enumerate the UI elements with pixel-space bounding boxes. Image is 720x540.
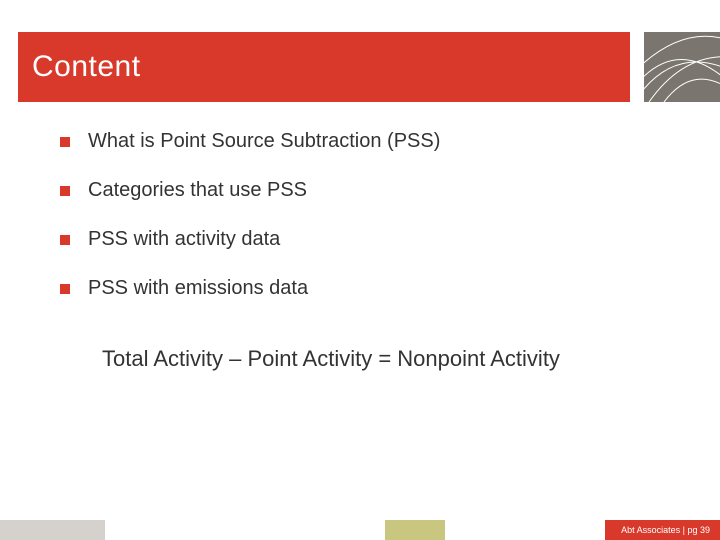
bullet-icon [60,137,70,147]
arc-decoration-icon [644,32,720,102]
footer-block-3 [385,520,445,540]
list-item: Categories that use PSS [60,179,660,202]
page-title: Content [32,50,141,84]
header-bar: Content [18,32,630,102]
list-item: What is Point Source Subtraction (PSS) [60,130,660,153]
bullet-icon [60,235,70,245]
footer-block-1 [0,520,105,540]
bullet-text: PSS with emissions data [88,277,308,300]
slide: Content What is Point Source Subtraction… [0,0,720,540]
bullet-icon [60,186,70,196]
list-item: PSS with activity data [60,228,660,251]
footer-block-5: Abt Associates | pg 39 [605,520,720,540]
content-area: What is Point Source Subtraction (PSS) C… [60,130,660,372]
footer-page-number: 39 [700,525,710,535]
bullet-text: What is Point Source Subtraction (PSS) [88,130,440,153]
footer-block-4 [445,520,605,540]
footer-block-2 [105,520,385,540]
bullet-text: PSS with activity data [88,228,280,251]
bullet-text: Categories that use PSS [88,179,307,202]
bullet-icon [60,284,70,294]
formula-text: Total Activity – Point Activity = Nonpoi… [102,346,660,372]
footer-label-prefix: Abt Associates | pg [621,525,697,535]
bullet-list: What is Point Source Subtraction (PSS) C… [60,130,660,300]
header-corner-box [644,32,720,102]
list-item: PSS with emissions data [60,277,660,300]
footer: Abt Associates | pg 39 [0,520,720,540]
